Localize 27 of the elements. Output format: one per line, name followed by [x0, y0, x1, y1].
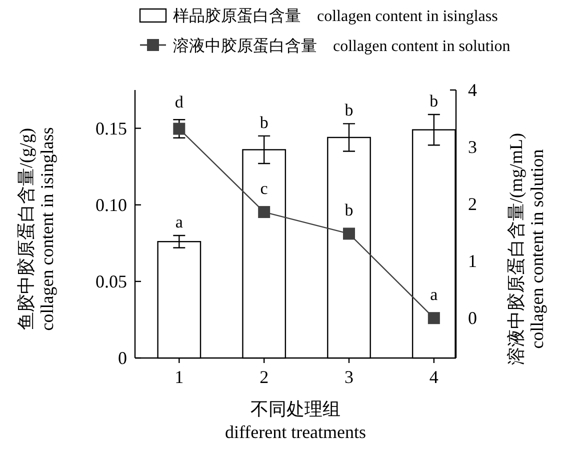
y-tick-label: 0.10 — [96, 194, 127, 215]
y2-tick-label: 4 — [468, 80, 477, 100]
y2-tick-label: 0 — [468, 308, 477, 328]
x-axis-title: 不同处理组 different treatments — [224, 399, 366, 442]
point — [258, 206, 270, 218]
y2-tick-label: 3 — [468, 137, 477, 158]
y2-tick-label: 1 — [468, 251, 477, 272]
y-tick-label: 0 — [118, 348, 127, 368]
data-label: a — [175, 212, 184, 232]
data-label: a — [430, 285, 438, 304]
y2-axis-title: 溶液中胶原蛋白含量/(mg/mL) collagen content in solution — [506, 133, 547, 365]
data-label: d — [174, 92, 184, 112]
y-tick-label: 0.15 — [96, 118, 127, 138]
y-axis-title: 鱼胶中胶原蛋白含量/(g/g) collagen content in isinglass — [16, 127, 57, 331]
data-label: b — [430, 92, 438, 111]
point — [428, 312, 440, 324]
x-tick-label: 2 — [260, 367, 269, 387]
point — [343, 228, 355, 240]
data-label: b — [344, 100, 354, 120]
data-label: b — [344, 200, 354, 220]
x-tick-label: 3 — [344, 367, 354, 387]
x-tick-label: 1 — [174, 367, 184, 387]
y-tick-label: 0.05 — [96, 271, 127, 292]
data-label: c — [260, 179, 268, 198]
y2-tick-label: 2 — [468, 194, 477, 214]
x-tick-label: 4 — [429, 367, 438, 387]
data-label: b — [260, 112, 268, 132]
